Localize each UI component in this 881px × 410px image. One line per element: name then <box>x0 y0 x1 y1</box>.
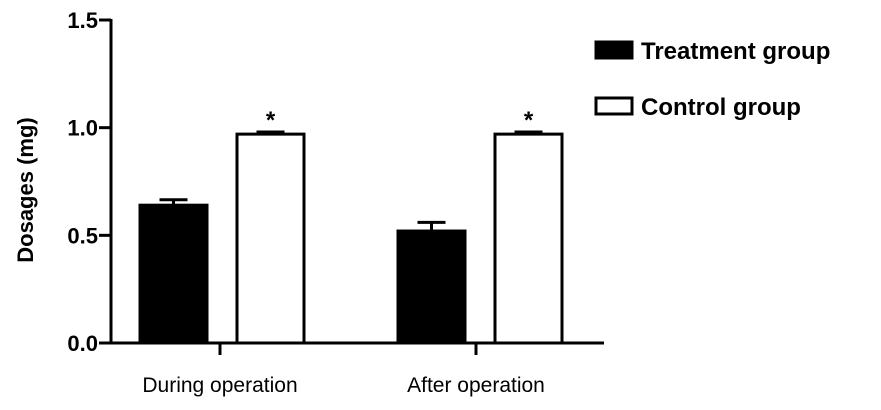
legend-swatch-treatment-group <box>594 40 634 60</box>
plot-area: 0.0 0.5 1.0 1.5 During operation After operat… <box>67 8 564 397</box>
y-tick-label: 0.5 <box>67 223 98 248</box>
legend: Treatment group Control group <box>594 38 830 121</box>
bar-control-group <box>493 132 564 345</box>
significance-marker: * <box>266 107 276 134</box>
y-tick-label: 1.0 <box>67 116 98 141</box>
legend-label: Control group <box>641 94 801 121</box>
significance-marker: * <box>524 107 534 134</box>
x-category-label: After operation <box>407 374 545 397</box>
legend-swatch-control-group <box>594 96 634 116</box>
legend-label: Treatment group <box>641 38 830 65</box>
y-tick-label: 0.0 <box>67 331 98 356</box>
y-axis-label: Dosages (mg) <box>13 117 38 262</box>
x-category-label: During operation <box>142 374 297 397</box>
bar-treatment-group <box>138 203 209 345</box>
bar-treatment-group <box>396 229 467 345</box>
bar-control-group <box>235 132 306 345</box>
y-tick-label: 1.5 <box>67 8 98 33</box>
